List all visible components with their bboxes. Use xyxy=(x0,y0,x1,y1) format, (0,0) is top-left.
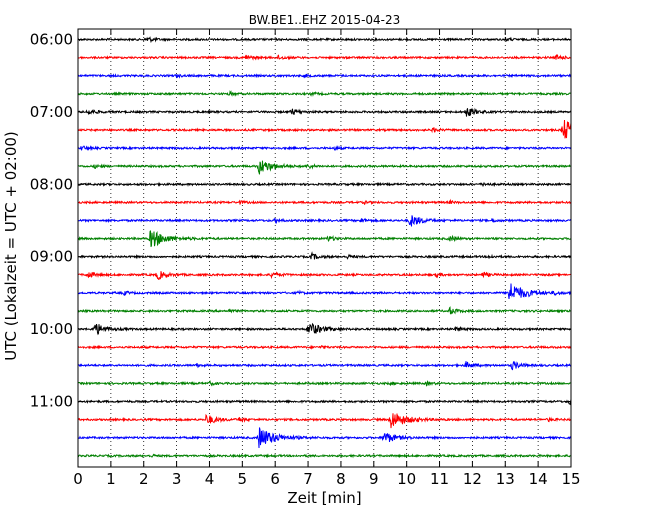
y-tick-label: 06:00 xyxy=(30,31,73,49)
x-tick-label: 15 xyxy=(561,470,580,488)
seismic-trace xyxy=(77,251,572,260)
y-tick-label: 10:00 xyxy=(30,320,73,338)
y-axis-label: UTC (Lokalzeit = UTC + 02:00) xyxy=(2,131,20,361)
seismic-trace xyxy=(77,73,572,79)
x-tick-label: 12 xyxy=(463,470,482,488)
chart-title: BW.BE1..EHZ 2015-04-23 xyxy=(249,13,401,27)
seismic-trace xyxy=(77,360,572,371)
x-tick-label: 13 xyxy=(496,470,515,488)
seismic-trace xyxy=(77,145,572,152)
x-tick-label: 7 xyxy=(303,470,313,488)
x-tick-label: 3 xyxy=(172,470,182,488)
plot-frame xyxy=(77,28,572,468)
y-tick-label: 11:00 xyxy=(30,393,73,411)
x-tick-label: 10 xyxy=(397,470,416,488)
seismic-trace xyxy=(77,427,572,449)
x-tick-label: 2 xyxy=(139,470,149,488)
seismic-trace xyxy=(77,322,572,336)
seismic-trace xyxy=(77,344,572,350)
seismic-trace xyxy=(77,230,572,247)
y-tick-label: 07:00 xyxy=(30,103,73,121)
seismic-trace xyxy=(77,215,572,227)
x-tick-label: 14 xyxy=(529,470,548,488)
seismic-trace xyxy=(77,107,572,117)
x-tick-label: 5 xyxy=(238,470,248,488)
x-tick-label: 0 xyxy=(73,470,83,488)
seismic-trace xyxy=(77,380,572,387)
x-axis-ticks: 0 1 2 3 4 5 6 7 8 9 10 11 12 13 14 15 xyxy=(73,29,581,488)
seismic-trace xyxy=(77,198,572,206)
x-tick-label: 1 xyxy=(106,470,116,488)
x-tick-label: 11 xyxy=(430,470,449,488)
seismic-trace xyxy=(77,453,572,459)
x-tick-label: 4 xyxy=(205,470,215,488)
x-tick-label: 8 xyxy=(336,470,346,488)
seismic-trace xyxy=(77,160,572,175)
seismic-trace xyxy=(77,398,572,406)
seismic-trace xyxy=(77,119,572,139)
y-tick-label: 09:00 xyxy=(30,248,73,266)
seismic-trace xyxy=(77,36,572,44)
y-tick-label: 08:00 xyxy=(30,175,73,193)
y-axis-ticks: 06:00 07:00 08:00 09:00 10:00 11:00 xyxy=(30,31,571,411)
seismic-trace xyxy=(78,181,572,188)
x-tick-label: 6 xyxy=(270,470,280,488)
seismic-trace xyxy=(77,90,572,97)
seismic-trace xyxy=(77,413,572,429)
seismic-trace xyxy=(77,306,572,315)
seismic-traces xyxy=(77,36,572,459)
seismic-trace xyxy=(77,283,572,299)
seismic-trace xyxy=(77,53,572,61)
x-axis-label: Zeit [min] xyxy=(287,489,361,507)
x-tick-label: 9 xyxy=(369,470,379,488)
seismic-trace xyxy=(77,271,572,280)
